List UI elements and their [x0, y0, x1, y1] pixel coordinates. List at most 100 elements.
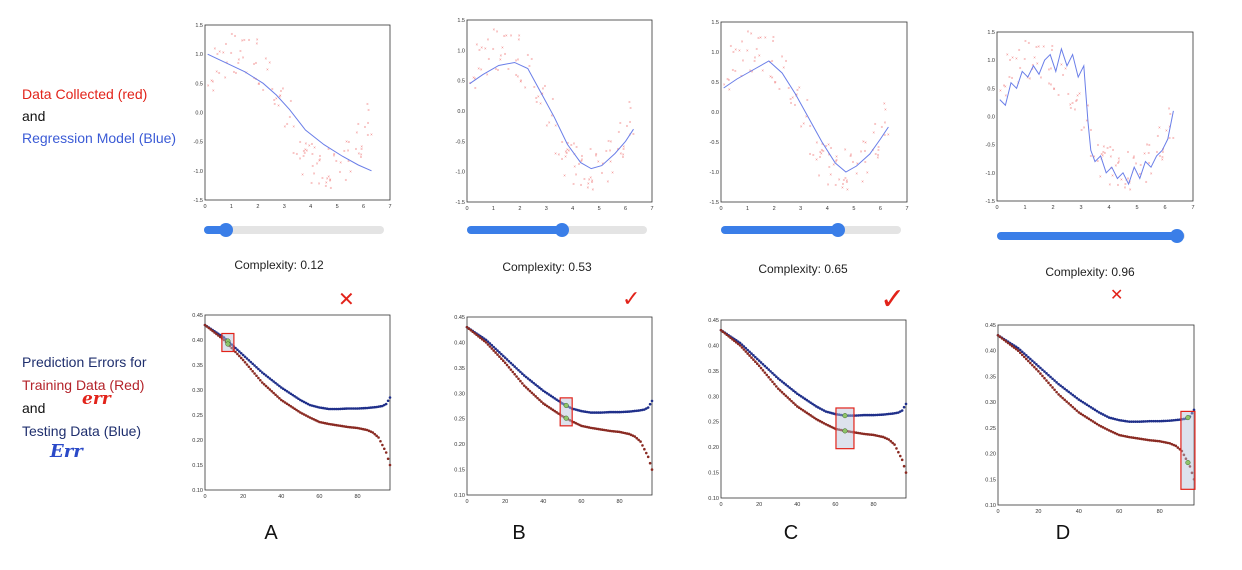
data-point: × — [499, 57, 502, 62]
data-point: × — [526, 52, 529, 57]
training-error-point — [769, 378, 772, 381]
data-point: × — [1015, 56, 1018, 61]
data-point: × — [305, 148, 308, 153]
slider-handle[interactable] — [555, 223, 570, 237]
testing-error-point — [285, 389, 289, 393]
data-point: × — [245, 70, 248, 75]
testing-error-point — [839, 413, 843, 417]
data-point: × — [605, 148, 608, 153]
training-error-point — [211, 329, 214, 333]
training-error-point — [870, 433, 873, 437]
testing-error-point — [534, 383, 537, 386]
testing-error-point — [1132, 420, 1135, 423]
x-tick-label: 4 — [826, 206, 829, 212]
training-error-point — [887, 438, 891, 441]
panel-letter: B — [512, 522, 526, 544]
training-error-point — [299, 411, 302, 414]
training-error-point — [1083, 414, 1087, 418]
data-point: × — [629, 119, 632, 124]
x-tick-label: 80 — [1157, 509, 1163, 515]
training-error-point — [557, 412, 560, 415]
data-point: × — [327, 147, 330, 152]
data-point: × — [874, 121, 877, 126]
training-error-point — [815, 417, 818, 421]
x-tick-label: 1 — [746, 206, 749, 212]
data-point: × — [277, 103, 280, 108]
training-error-point — [517, 377, 520, 381]
testing-error-point — [902, 405, 906, 409]
training-error-point — [239, 356, 243, 360]
data-point: × — [548, 120, 551, 125]
testing-error-point — [792, 389, 795, 392]
y-tick-label: -1.5 — [710, 200, 719, 206]
y-tick-label: 0.20 — [985, 452, 996, 458]
training-error-point — [354, 426, 357, 430]
plot-frame — [720, 21, 908, 203]
data-point: × — [815, 140, 818, 145]
data-point: × — [1076, 98, 1079, 103]
testing-error-point — [1166, 419, 1170, 423]
y-tick-label: -1.0 — [456, 170, 465, 176]
training-error-point — [1130, 436, 1133, 439]
training-error-point — [477, 335, 480, 338]
testing-error-point — [325, 407, 329, 410]
testing-error-point — [300, 399, 304, 403]
data-point: × — [567, 141, 570, 146]
data-point: × — [283, 124, 286, 129]
training-error-point — [335, 423, 338, 427]
testing-error-point — [733, 337, 736, 341]
testing-error-point — [618, 410, 621, 414]
data-point: × — [1006, 52, 1009, 57]
data-point: × — [999, 88, 1002, 93]
testing-error-point — [1014, 345, 1018, 349]
training-error-point — [555, 411, 558, 414]
data-point: × — [595, 153, 598, 158]
y-tick-label: 0.45 — [454, 315, 465, 321]
regression-chart: 0 1 2 3 4 5 6 71.51.00.50.0-0.5-1.0-1.5××××××××… — [710, 20, 909, 212]
testing-error-point — [1057, 382, 1060, 386]
data-point: × — [750, 31, 753, 36]
x-tick-label: 0 — [465, 499, 468, 505]
data-point: × — [344, 178, 347, 183]
training-error-point — [203, 323, 207, 327]
training-error-point — [297, 409, 300, 413]
testing-error-point — [479, 334, 482, 338]
data-point: × — [477, 66, 480, 71]
data-point: × — [554, 123, 557, 128]
data-point: × — [1168, 136, 1171, 141]
slider-fill — [204, 226, 226, 234]
slider-handle[interactable] — [831, 223, 845, 237]
data-point: × — [1168, 106, 1171, 111]
cross-icon: ✕ — [1110, 285, 1124, 304]
training-error-point — [767, 375, 770, 379]
data-point: × — [1129, 187, 1132, 192]
data-point: × — [626, 124, 629, 129]
testing-error-point — [384, 402, 388, 406]
data-point: × — [273, 97, 276, 102]
training-error-point — [1107, 429, 1111, 432]
data-point: × — [1069, 102, 1072, 107]
complexity-slider[interactable] — [204, 223, 384, 237]
data-point: × — [827, 142, 830, 147]
testing-error-point — [876, 413, 879, 417]
slider-handle[interactable] — [1170, 229, 1185, 243]
training-error-point — [302, 413, 306, 416]
complexity-slider[interactable] — [997, 229, 1185, 243]
data-point: × — [1057, 92, 1060, 97]
data-point: × — [230, 50, 233, 55]
data-point: × — [319, 153, 322, 158]
testing-error-point — [1020, 350, 1024, 354]
testing-error-point — [341, 407, 344, 411]
training-error-point — [1170, 442, 1174, 446]
testing-error-point — [1170, 419, 1174, 422]
training-error-point — [509, 368, 513, 371]
testing-error-point — [241, 353, 245, 357]
data-point: × — [825, 143, 828, 148]
training-error-point — [1136, 437, 1139, 440]
data-point: × — [809, 151, 812, 156]
slider-handle[interactable] — [218, 223, 233, 237]
complexity-slider[interactable] — [721, 223, 901, 237]
complexity-slider[interactable] — [467, 223, 647, 237]
data-point: × — [212, 88, 215, 93]
data-point: × — [216, 51, 219, 56]
